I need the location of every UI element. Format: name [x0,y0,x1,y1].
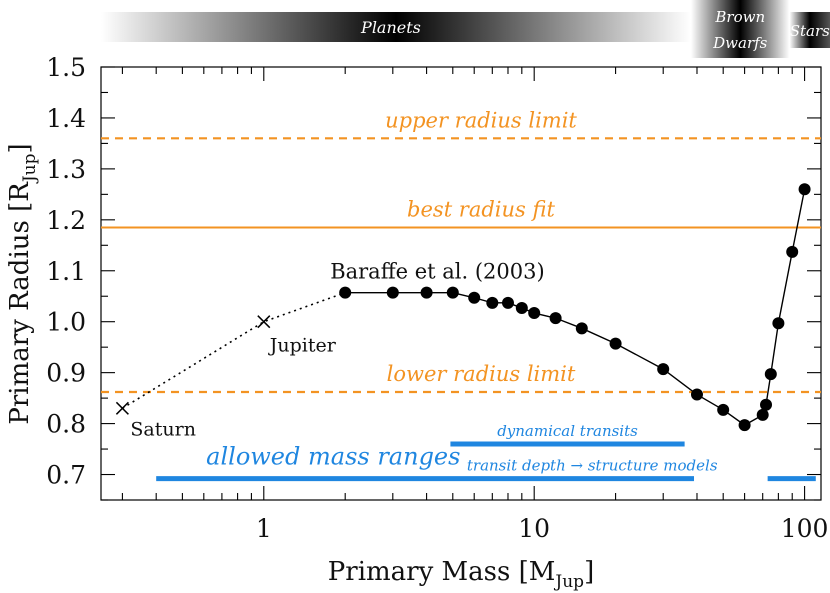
model-point-21 [798,183,811,196]
model-point-0 [339,286,352,299]
jupiter-marker [257,315,271,329]
model-point-3 [446,286,459,299]
model-point-11 [609,337,622,350]
x-tick-label-2: 100 [781,514,829,543]
model-point-1 [386,286,399,299]
x-axis-label-main: Primary Mass [M [328,557,556,587]
x-tick-label-0: 1 [256,514,272,543]
y-tick-label-2: 0.9 [46,359,86,388]
jupiter-label: Jupiter [268,335,337,357]
baraffe-model-series: Baraffe et al. (2003) [121,183,811,432]
x-tick-label-1: 10 [518,514,550,543]
band-brown-dwarfs-label-line2: Dwarfs [712,34,768,52]
model-point-19 [772,317,785,330]
model-point-9 [549,312,562,325]
radius-lines: upper radius limit best radius fit lower… [101,108,821,394]
model-point-18 [764,368,777,381]
y-tick-label-5: 1.2 [46,206,86,235]
regime-bands: Planets Brown Dwarfs Stars [101,0,830,58]
y-axis-label-main: Primary Radius [R [5,181,35,425]
model-point-12 [657,363,670,376]
x-axis-label-tail: ] [584,557,594,587]
dynamical-transits-label: dynamical transits [497,422,638,440]
x-tick-labels: 1 10 100 [256,514,829,543]
model-point-16 [756,408,769,421]
allowed-mass-ranges-title: allowed mass ranges [206,443,460,471]
transit-depth-structure-models-label: transit depth → structure models [467,457,718,475]
model-point-7 [515,301,528,314]
model-point-2 [420,286,433,299]
y-tick-label-1: 0.8 [46,410,86,439]
band-planets [101,12,691,42]
y-axis-label-sub: Jup [20,153,40,184]
model-point-10 [575,322,588,335]
model-point-6 [501,296,514,309]
planet-markers: Saturn Jupiter [115,315,337,440]
saturn-label: Saturn [130,418,196,440]
y-tick-label-8: 1.5 [46,53,86,82]
y-axis-label-tail: ] [5,143,35,153]
model-point-8 [528,307,541,320]
x-axis-label-sub: Jup [553,572,584,592]
baraffe-model-label: Baraffe et al. (2003) [330,260,545,284]
model-point-5 [486,296,499,309]
band-stars-label: Stars [790,22,830,40]
band-brown-dwarfs [690,0,790,58]
model-point-20 [786,245,799,258]
y-tick-label-4: 1.1 [46,257,86,286]
band-stars [789,12,830,48]
model-point-4 [468,291,481,304]
model-point-13 [690,388,703,401]
baraffe-model-line [345,189,806,426]
baraffe-model-points [339,183,811,432]
model-point-14 [717,403,730,416]
lower-radius-limit-label: lower radius limit [387,362,576,386]
upper-radius-limit-label: upper radius limit [385,108,577,132]
model-point-17 [760,398,773,411]
mass-ranges: allowed mass ranges dynamical transits t… [156,422,816,482]
x-axis-label: Primary Mass [MJup] [328,557,594,592]
band-brown-dwarfs-label-line1: Brown [714,8,765,26]
model-point-15 [738,419,751,432]
saturn-marker [115,401,129,415]
band-planets-label: Planets [360,18,421,37]
best-radius-fit-label: best radius fit [407,197,555,221]
y-tick-label-7: 1.4 [46,104,86,133]
plot-frame [100,66,822,501]
y-tick-label-0: 0.7 [46,461,86,490]
y-tick-label-3: 1.0 [46,308,86,337]
y-tick-label-6: 1.3 [46,155,86,184]
axis-ticks [101,66,821,501]
y-axis-label: Primary Radius [RJup] [5,143,40,424]
y-tick-labels: 0.7 0.8 0.9 1.0 1.1 1.2 1.3 1.4 1.5 [46,53,86,490]
saturn-jupiter-model-link [121,291,346,409]
